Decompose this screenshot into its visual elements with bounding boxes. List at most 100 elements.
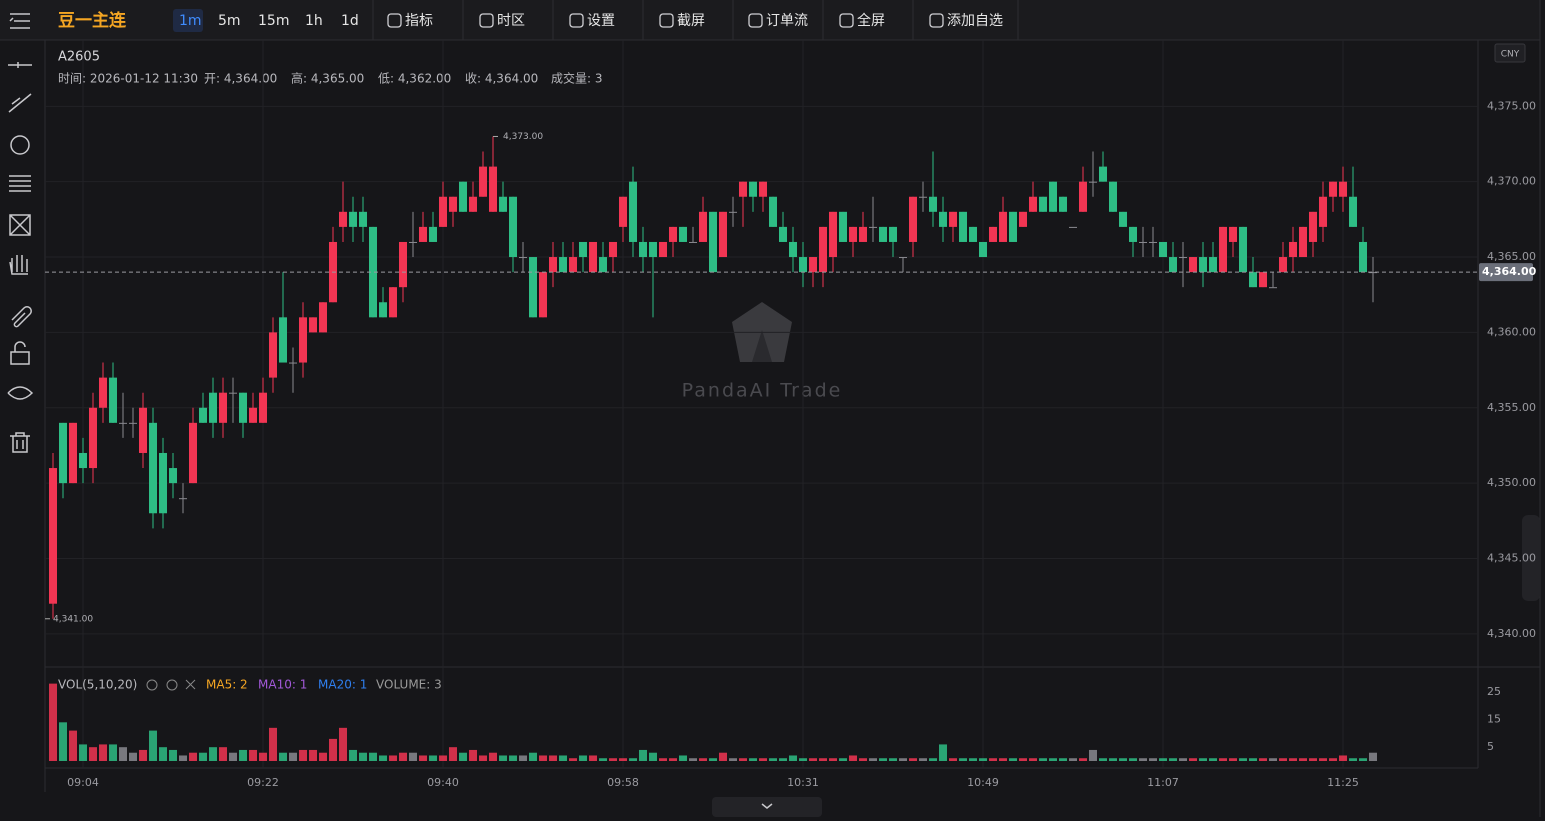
candle-body xyxy=(1249,272,1257,288)
candle-body xyxy=(359,211,367,227)
menu-icon[interactable] xyxy=(9,13,30,29)
tool-icon[interactable] xyxy=(10,135,30,155)
volume-bar xyxy=(199,752,207,761)
tool-icon[interactable] xyxy=(7,386,34,400)
volume-bar xyxy=(1159,758,1167,761)
volume-bar xyxy=(529,752,537,761)
tool-icon[interactable] xyxy=(9,214,31,236)
volume-bar xyxy=(609,758,617,761)
ohlc-info: 开: 4,364.00 xyxy=(204,72,277,86)
candle-body xyxy=(1049,181,1057,212)
bottom-handle[interactable] xyxy=(712,797,822,817)
candle-body xyxy=(919,196,927,198)
volume-bar xyxy=(369,752,377,761)
interval[interactable]: 1h xyxy=(305,13,323,29)
legend-icon[interactable] xyxy=(185,679,196,690)
volume-bar xyxy=(639,749,647,761)
toolbar-button[interactable]: 添加自选 xyxy=(947,13,1003,29)
volume-bar xyxy=(629,758,637,761)
volume-bar xyxy=(1099,758,1107,761)
interval[interactable]: 1m xyxy=(179,13,202,29)
ma-label: VOLUME: 3 xyxy=(376,678,442,692)
toolbar-button[interactable]: 指标 xyxy=(405,13,433,29)
y-tick-label: 4,370.00 xyxy=(1487,175,1536,188)
ohlc-info: 低: 4,362.00 xyxy=(378,72,451,86)
volume-bar xyxy=(1179,758,1187,761)
volume-bar xyxy=(959,758,967,761)
button-icon xyxy=(479,13,494,28)
currency-box[interactable] xyxy=(1494,43,1526,63)
volume-bar xyxy=(349,749,357,761)
last-price-label: 4,364.00 xyxy=(1482,265,1537,278)
volume-bar xyxy=(89,747,97,761)
tool-icon[interactable] xyxy=(8,62,32,68)
watermark-text: PandaAI Trade xyxy=(682,380,843,402)
volume-bar xyxy=(909,758,917,761)
volume-bar xyxy=(1229,758,1237,761)
legend-icon[interactable] xyxy=(146,679,158,691)
candle-body xyxy=(809,257,817,273)
candle-body xyxy=(1309,211,1317,242)
tool-icon[interactable] xyxy=(10,341,30,365)
candle-body xyxy=(639,241,647,258)
tool-icon[interactable] xyxy=(10,432,30,453)
candle-body xyxy=(1349,196,1357,227)
volume-bar xyxy=(989,758,997,761)
volume-bar xyxy=(59,722,67,761)
candle-body xyxy=(709,211,717,273)
button-icon xyxy=(387,13,402,28)
interval[interactable]: 1d xyxy=(341,13,359,29)
vol-tick-label: 5 xyxy=(1487,740,1494,753)
candle-body xyxy=(129,422,137,424)
toolbar-button[interactable]: 截屏 xyxy=(677,13,705,29)
volume-bar xyxy=(179,755,187,761)
volume-bar xyxy=(819,758,827,761)
volume-bar xyxy=(1189,758,1197,761)
volume-bar xyxy=(619,758,627,761)
interval[interactable]: 15m xyxy=(258,13,289,29)
volume-bar xyxy=(1359,758,1367,761)
candle-body xyxy=(59,422,67,484)
volume-bar xyxy=(339,727,347,761)
interval[interactable]: 5m xyxy=(218,13,241,29)
volume-bar xyxy=(469,749,477,761)
tool-icon[interactable] xyxy=(9,255,28,275)
candle-body xyxy=(659,241,667,258)
button-icon xyxy=(748,13,763,28)
button-icon xyxy=(839,13,854,28)
toolbar-button[interactable]: 设置 xyxy=(587,13,615,29)
volume-bar xyxy=(1279,758,1287,761)
volume-bar xyxy=(1039,758,1047,761)
volume-bar xyxy=(519,755,527,761)
tool-icon[interactable] xyxy=(9,175,31,192)
y-tick-label: 4,340.00 xyxy=(1487,627,1536,640)
volume-bar xyxy=(539,755,547,761)
tool-icon[interactable] xyxy=(8,93,32,113)
volume-bar xyxy=(549,755,557,761)
candle-body xyxy=(1179,257,1187,259)
candle-body xyxy=(1079,181,1087,212)
symbol-select[interactable]: 豆一主连 xyxy=(58,10,127,31)
candle-body xyxy=(399,241,407,288)
toolbar-button[interactable]: 全屏 xyxy=(857,12,885,29)
toolbar-button[interactable]: 订单流 xyxy=(766,13,808,29)
legend-icon[interactable] xyxy=(166,679,178,691)
side-handle[interactable] xyxy=(1522,515,1540,601)
volume-bar xyxy=(739,758,747,761)
icon xyxy=(761,803,773,809)
candle-body xyxy=(289,362,297,364)
tool-icon[interactable] xyxy=(11,306,32,328)
candle-body xyxy=(689,241,697,243)
volume-bar xyxy=(329,738,337,761)
toolbar-button[interactable]: 时区 xyxy=(497,13,525,29)
candle-body xyxy=(959,211,967,242)
button-icon xyxy=(569,13,584,28)
volume-bar xyxy=(1249,758,1257,761)
candle-body xyxy=(649,241,657,258)
volume-bar xyxy=(449,747,457,761)
candle-body xyxy=(1229,226,1237,242)
vol-tick-label: 25 xyxy=(1487,685,1501,698)
candle-body xyxy=(569,257,577,273)
